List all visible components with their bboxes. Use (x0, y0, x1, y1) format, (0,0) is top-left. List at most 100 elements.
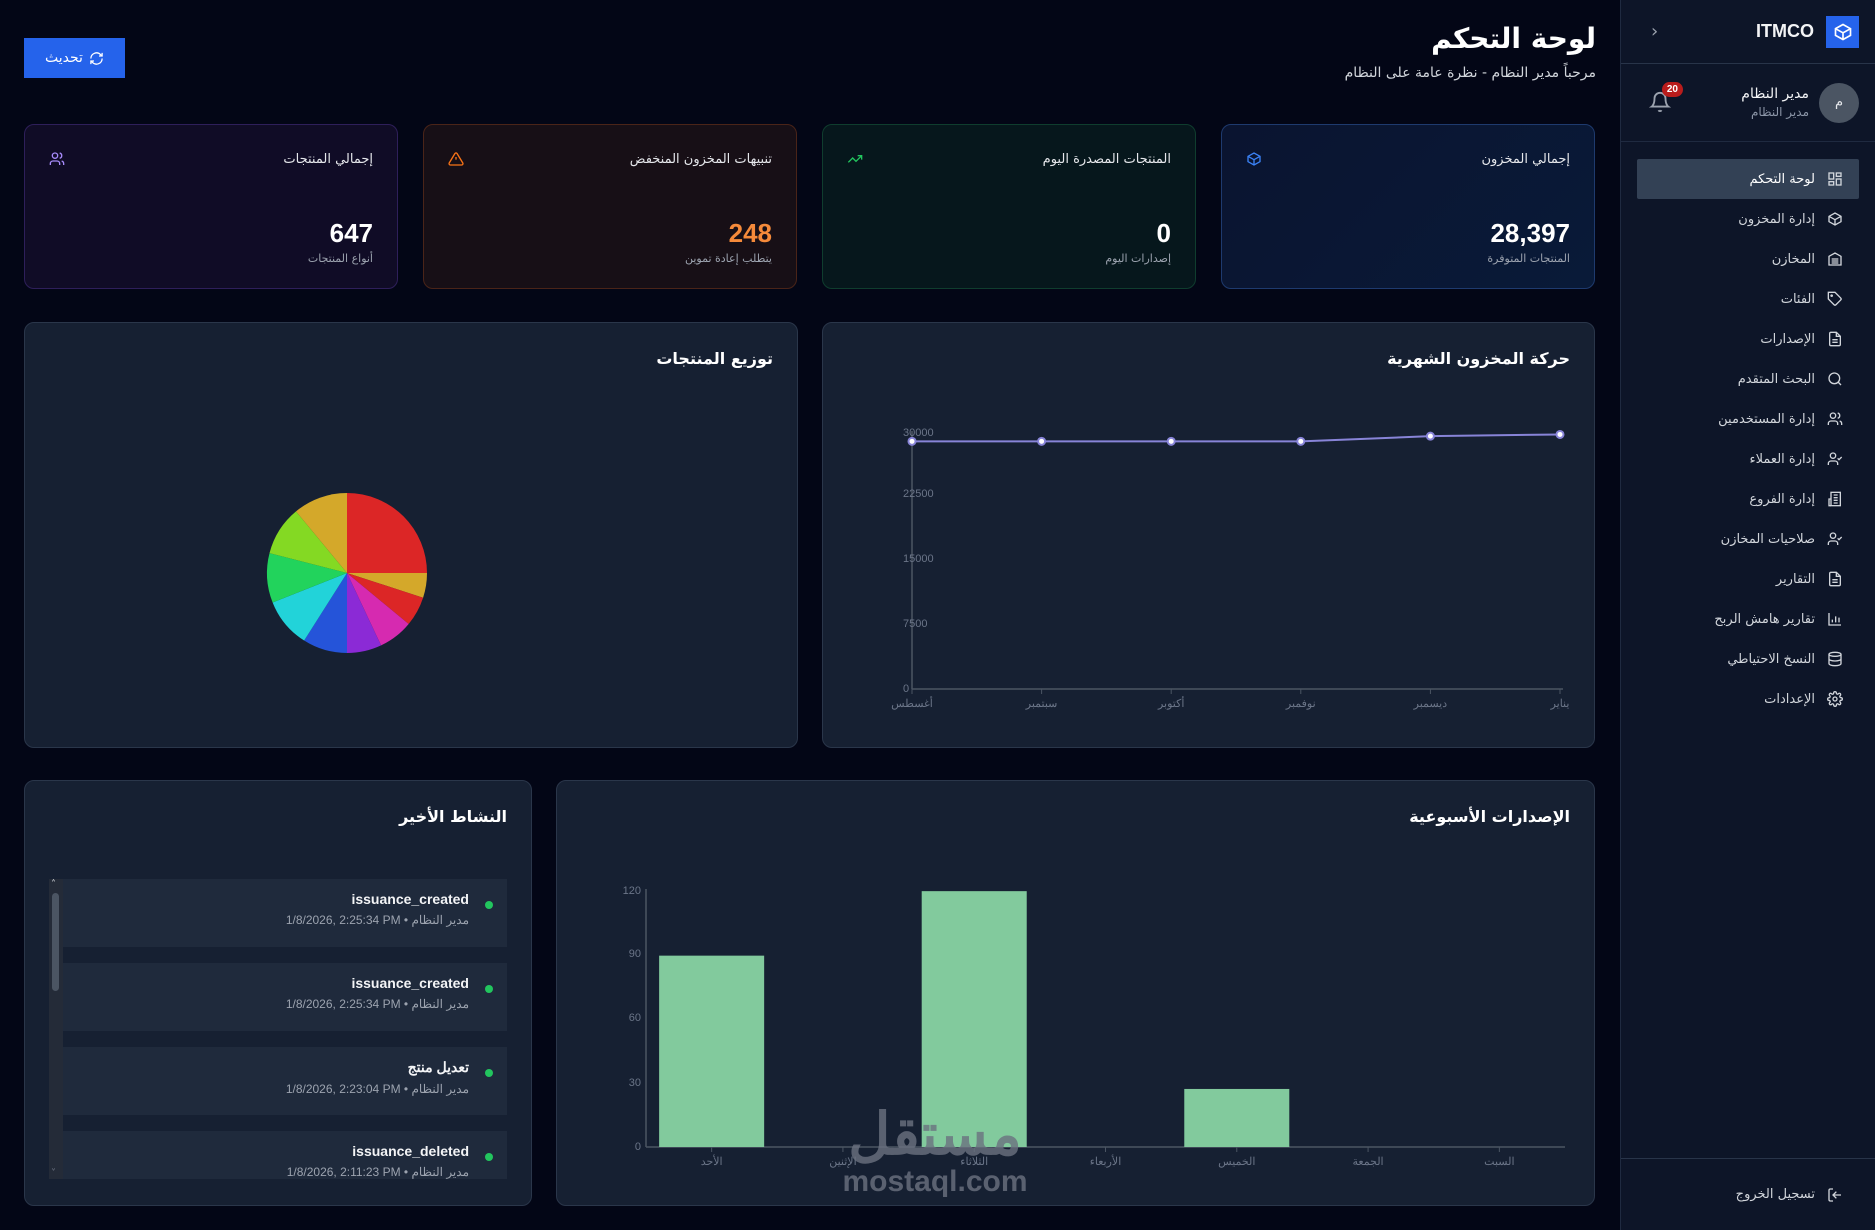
sidebar-item-dashboard[interactable]: لوحة التحكم (1637, 159, 1859, 199)
sidebar-item-label: إدارة العملاء (1749, 451, 1815, 467)
activity-item[interactable]: تعديل منتج مدير النظام • 1/8/2026, 2:23:… (63, 1047, 507, 1115)
scroll-up-icon[interactable]: ˄ (51, 879, 56, 890)
y-tick: 0 (635, 1141, 641, 1153)
pie-slice[interactable] (347, 573, 427, 598)
pie-slice[interactable] (267, 553, 347, 603)
sidebar-item-issuances[interactable]: الإصدارات (1637, 319, 1859, 359)
stat-label: إجمالي المنتجات (283, 151, 373, 167)
refresh-label: تحديث (45, 50, 83, 66)
sidebar-item-label: البحث المتقدم (1737, 371, 1815, 387)
pie-slice[interactable] (347, 493, 427, 573)
notification-count-badge: 20 (1661, 81, 1683, 97)
stat-value: 0 (1156, 218, 1171, 248)
warehouse-icon (1828, 252, 1842, 266)
logout-label: تسجيل الخروج (1735, 1187, 1815, 1202)
data-point[interactable] (1037, 436, 1047, 446)
logout-button[interactable]: تسجيل الخروج (1621, 1158, 1875, 1230)
product-distribution-panel: توزيع المنتجات (24, 322, 798, 748)
y-tick: 90 (629, 948, 641, 960)
panel-title: حركة المخزون الشهرية (1387, 349, 1570, 368)
stat-card-issued-today: المنتجات المصدرة اليوم 0 إصدارات اليوم (822, 124, 1196, 289)
x-tick: يناير (1550, 698, 1570, 710)
pie-slice[interactable] (269, 511, 347, 573)
sidebar-item-label: التقارير (1775, 571, 1815, 587)
activity-item[interactable]: issuance_created مدير النظام • 1/8/2026,… (63, 879, 507, 947)
page-subtitle: مرحباً مدير النظام - نظرة عامة على النظا… (1344, 65, 1596, 81)
data-point[interactable] (1555, 429, 1565, 439)
notifications-button[interactable]: 20 (1647, 81, 1683, 115)
sidebar-item-label: تقارير هامش الربح (1714, 611, 1815, 627)
y-tick: 0 (903, 683, 909, 695)
sidebar-item-users[interactable]: إدارة المستخدمين (1637, 399, 1859, 439)
page-title: لوحة التحكم (1431, 22, 1596, 55)
box-icon (1247, 152, 1261, 166)
x-tick: ديسمبر (1413, 698, 1448, 710)
sidebar-item-warehouse-permissions[interactable]: صلاحيات المخازن (1637, 519, 1859, 559)
avatar[interactable]: م (1819, 82, 1859, 123)
bar[interactable] (921, 891, 1027, 1147)
sidebar-brand: ITMCO ‹ (1621, 0, 1875, 64)
pie-slice[interactable] (272, 573, 347, 641)
refresh-button[interactable]: تحديث (24, 38, 125, 78)
sidebar-item-profit-margin-reports[interactable]: تقارير هامش الربح (1637, 599, 1859, 639)
user-check-icon (1827, 452, 1843, 465)
database-icon (1828, 651, 1842, 667)
bell-icon (1648, 91, 1672, 112)
box-icon (1828, 212, 1842, 226)
x-tick: أكتوبر (1157, 696, 1184, 710)
sidebar-item-settings[interactable]: الإعدادات (1637, 679, 1859, 719)
sidebar-item-branches[interactable]: إدارة الفروع (1637, 479, 1859, 519)
status-dot (485, 985, 493, 993)
data-point[interactable] (1425, 431, 1435, 441)
user-check-icon (1827, 532, 1843, 545)
pie-slice[interactable] (296, 493, 347, 573)
x-tick: الجمعة (1353, 1156, 1384, 1168)
bar-chart-icon (1828, 613, 1841, 626)
data-point[interactable] (907, 436, 917, 446)
pie-slice[interactable] (347, 573, 409, 646)
scroll-down-icon[interactable]: ˅ (51, 1168, 56, 1179)
box-logo-icon (1826, 15, 1859, 48)
activity-scrollbar[interactable]: ˄ ˅ (49, 879, 63, 1179)
y-tick: 30000 (903, 427, 934, 439)
sidebar-item-warehouses[interactable]: المخازن (1637, 239, 1859, 279)
stat-card-total-inventory: إجمالي المخزون 28,397 المنتجات المتوفرة (1221, 124, 1595, 289)
sidebar-item-advanced-search[interactable]: البحث المتقدم (1637, 359, 1859, 399)
pie-slice[interactable] (304, 573, 347, 653)
activity-item[interactable]: issuance_deleted مدير النظام • 1/8/2026,… (63, 1131, 507, 1179)
data-point[interactable] (1296, 436, 1306, 446)
users-icon (49, 152, 65, 165)
sidebar-item-inventory[interactable]: إدارة المخزون (1637, 199, 1859, 239)
x-tick: سبتمبر (1025, 698, 1058, 710)
sidebar-item-reports[interactable]: التقارير (1637, 559, 1859, 599)
y-tick: 120 (623, 885, 641, 897)
pie-slice[interactable] (347, 573, 424, 624)
sidebar-item-customers[interactable]: إدارة العملاء (1637, 439, 1859, 479)
collapse-sidebar-chevron-icon[interactable]: ‹ (1651, 21, 1659, 42)
user-role: مدير النظام (1750, 105, 1809, 119)
warning-icon (448, 152, 464, 166)
stat-value: 28,397 (1490, 218, 1570, 248)
page-header: لوحة التحكم مرحباً مدير النظام - نظرة عا… (1345, 22, 1596, 81)
y-tick: 7500 (903, 618, 927, 630)
activity-list[interactable]: ˄ ˅ issuance_created مدير النظام • 1/8/2… (49, 879, 507, 1179)
activity-title: issuance_deleted (352, 1143, 469, 1159)
y-tick: 22500 (903, 488, 934, 500)
bar[interactable] (659, 955, 765, 1147)
stat-subtitle: يتطلب إعادة تموين (684, 252, 772, 265)
data-point[interactable] (1166, 436, 1176, 446)
building-icon (1828, 491, 1841, 507)
sidebar-item-backup[interactable]: النسخ الاحتياطي (1637, 639, 1859, 679)
sidebar-item-categories[interactable]: الفئات (1637, 279, 1859, 319)
product-distribution-pie-chart (267, 493, 427, 653)
scrollbar-thumb[interactable] (52, 893, 59, 991)
pie-slice[interactable] (347, 573, 382, 653)
activity-meta: مدير النظام • 1/8/2026, 2:11:23 PM (286, 1165, 469, 1179)
sidebar-item-label: المخازن (1771, 251, 1815, 267)
x-tick: الخميس (1218, 1156, 1255, 1168)
stat-label: المنتجات المصدرة اليوم (1042, 151, 1171, 167)
stat-subtitle: إصدارات اليوم (1105, 252, 1171, 265)
activity-item[interactable]: issuance_created مدير النظام • 1/8/2026,… (63, 963, 507, 1031)
tag-icon (1827, 291, 1842, 306)
bar[interactable] (1184, 1088, 1290, 1147)
